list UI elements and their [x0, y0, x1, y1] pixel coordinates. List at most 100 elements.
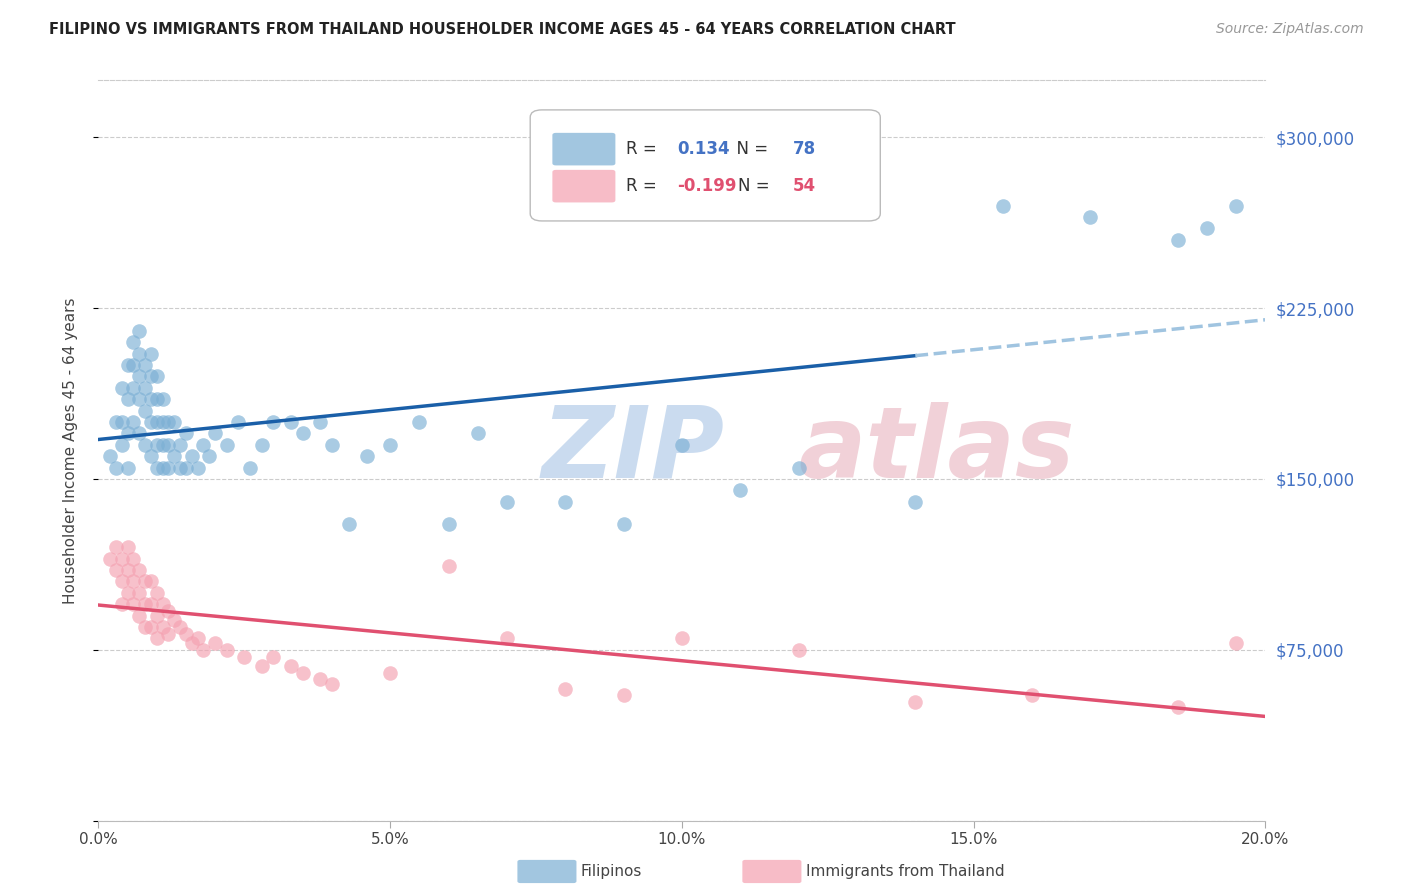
Point: [122, 381, 145, 395]
Point: [187, 460, 209, 475]
Text: R =: R =: [626, 178, 662, 195]
Text: atlas: atlas: [799, 402, 1076, 499]
Point: [169, 460, 191, 475]
Point: [991, 198, 1014, 212]
Point: [408, 415, 430, 429]
Point: [152, 460, 174, 475]
Point: [152, 438, 174, 452]
Point: [117, 426, 139, 441]
Point: [139, 392, 162, 407]
Point: [437, 558, 460, 573]
Point: [104, 415, 127, 429]
Point: [122, 358, 145, 372]
Point: [163, 613, 186, 627]
Point: [134, 403, 156, 417]
Point: [380, 438, 402, 452]
Point: [134, 438, 156, 452]
Point: [111, 597, 134, 611]
Point: [111, 415, 134, 429]
Point: [193, 438, 215, 452]
Point: [128, 346, 150, 360]
Point: [321, 677, 343, 691]
FancyBboxPatch shape: [530, 110, 880, 221]
Point: [117, 541, 139, 555]
Point: [262, 415, 284, 429]
Point: [111, 381, 134, 395]
Point: [139, 574, 162, 589]
Point: [233, 649, 256, 664]
FancyBboxPatch shape: [553, 133, 616, 165]
Point: [671, 438, 693, 452]
Point: [104, 563, 127, 577]
Point: [239, 460, 262, 475]
Point: [146, 438, 169, 452]
Point: [111, 551, 134, 566]
Point: [146, 369, 169, 384]
Point: [1195, 221, 1218, 235]
Point: [309, 415, 332, 429]
Point: [204, 426, 226, 441]
Point: [904, 695, 927, 709]
Point: [117, 392, 139, 407]
Point: [467, 426, 489, 441]
Point: [152, 597, 174, 611]
Point: [291, 426, 314, 441]
Text: Source: ZipAtlas.com: Source: ZipAtlas.com: [1216, 22, 1364, 37]
Text: 54: 54: [793, 178, 815, 195]
Point: [122, 574, 145, 589]
Point: [321, 438, 343, 452]
Point: [98, 551, 121, 566]
Text: 0.134: 0.134: [678, 140, 730, 158]
Point: [204, 636, 226, 650]
Point: [174, 627, 197, 641]
Point: [104, 460, 127, 475]
Point: [180, 449, 202, 463]
Point: [128, 563, 150, 577]
Point: [146, 632, 169, 646]
Point: [152, 620, 174, 634]
Point: [671, 632, 693, 646]
Point: [152, 415, 174, 429]
Text: N =: N =: [738, 178, 775, 195]
Point: [309, 673, 332, 687]
Point: [215, 438, 238, 452]
Point: [280, 415, 302, 429]
Point: [134, 597, 156, 611]
Point: [157, 604, 180, 618]
Point: [1167, 233, 1189, 247]
Point: [139, 449, 162, 463]
Text: -0.199: -0.199: [678, 178, 737, 195]
Point: [198, 449, 221, 463]
Point: [111, 574, 134, 589]
Point: [146, 460, 169, 475]
Point: [117, 586, 139, 600]
Point: [146, 608, 169, 623]
Point: [117, 460, 139, 475]
Point: [139, 597, 162, 611]
Point: [128, 324, 150, 338]
Point: [250, 658, 273, 673]
Text: 78: 78: [793, 140, 815, 158]
Point: [134, 574, 156, 589]
Point: [187, 632, 209, 646]
Point: [139, 415, 162, 429]
Point: [117, 358, 139, 372]
Point: [193, 642, 215, 657]
Point: [228, 415, 250, 429]
Point: [152, 392, 174, 407]
Point: [174, 426, 197, 441]
Point: [291, 665, 314, 680]
Point: [174, 460, 197, 475]
Point: [111, 438, 134, 452]
Point: [128, 392, 150, 407]
Point: [134, 381, 156, 395]
Point: [98, 449, 121, 463]
Point: [356, 449, 378, 463]
Point: [787, 460, 810, 475]
Text: R =: R =: [626, 140, 662, 158]
Point: [1225, 636, 1247, 650]
Text: N =: N =: [727, 140, 773, 158]
Point: [163, 415, 186, 429]
Point: [169, 620, 191, 634]
Point: [146, 392, 169, 407]
